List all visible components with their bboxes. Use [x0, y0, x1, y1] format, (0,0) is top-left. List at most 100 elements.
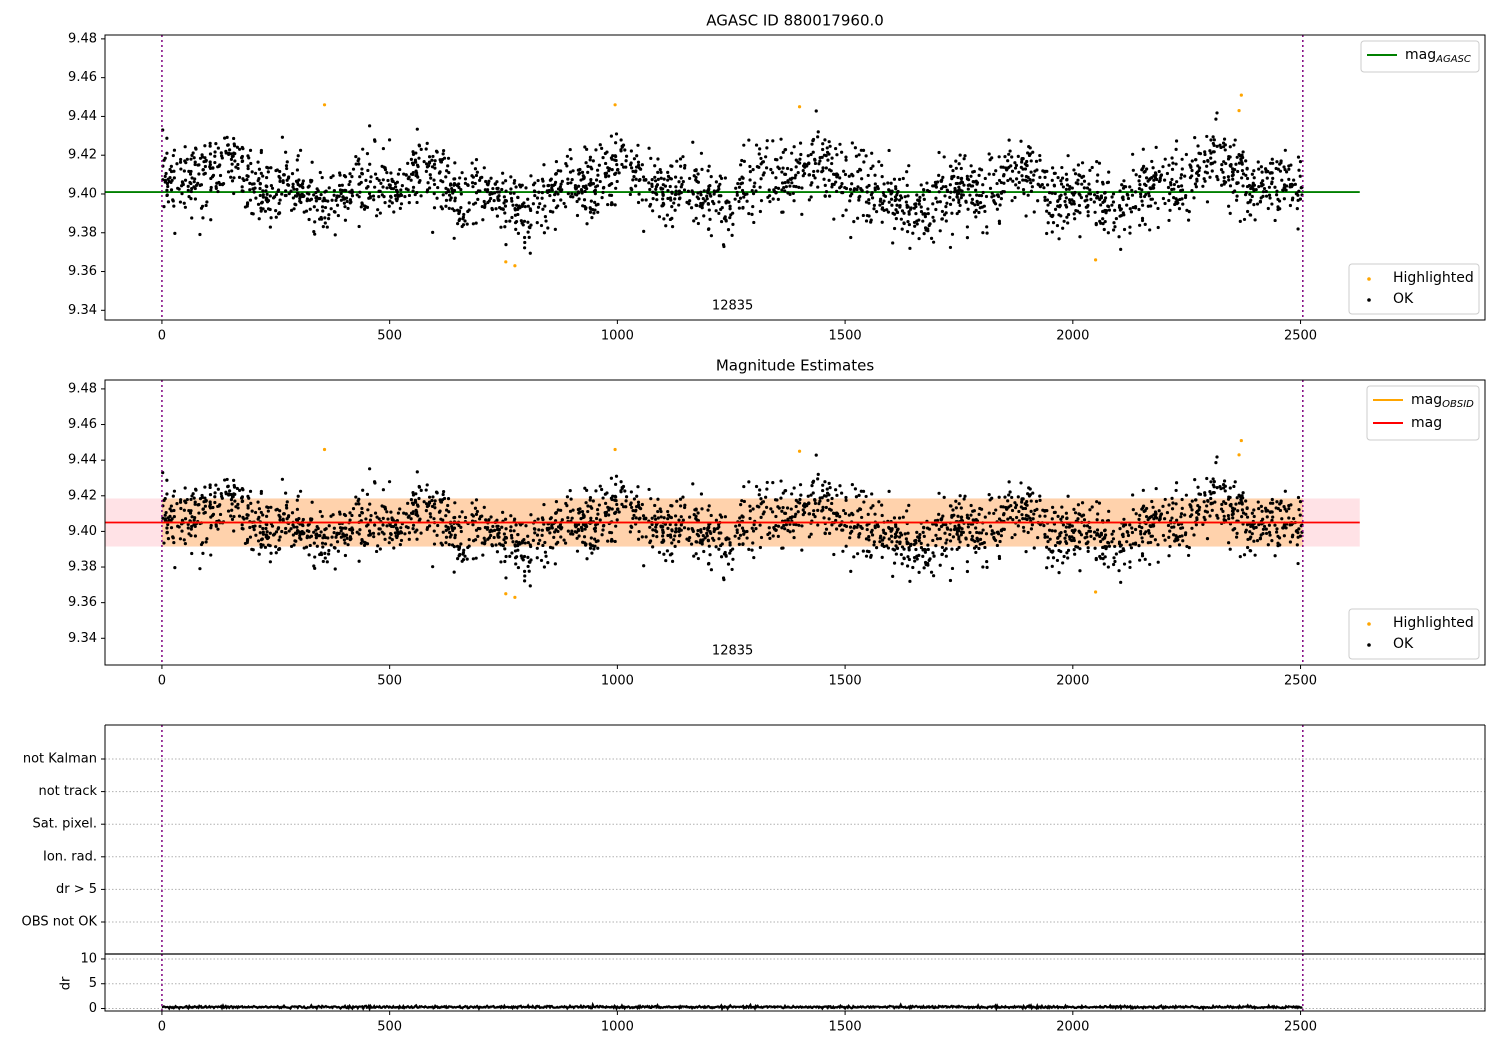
ok-point [526, 564, 530, 569]
ok-point [927, 527, 932, 531]
ok-point [1143, 557, 1147, 561]
ok-point [1222, 145, 1226, 149]
ok-point [402, 511, 406, 515]
ok-point [673, 530, 678, 534]
ok-point [1133, 205, 1138, 209]
ok-point [163, 513, 167, 517]
ok-point [473, 538, 478, 542]
ok-point [232, 529, 236, 533]
ok-point [1264, 194, 1269, 198]
ok-point [1122, 517, 1126, 521]
ok-point [983, 209, 987, 214]
ok-point [805, 504, 809, 508]
ok-point [1209, 151, 1213, 155]
ok-point [504, 576, 508, 580]
ok-point [536, 541, 541, 546]
ok-point [772, 188, 776, 192]
ok-point [620, 502, 624, 506]
ok-point [1064, 525, 1068, 529]
ok-point [1103, 533, 1108, 537]
ok-point [354, 154, 358, 159]
ok-point [362, 207, 367, 211]
ok-point [529, 223, 533, 227]
ok-point [377, 195, 381, 199]
ok-point [257, 217, 261, 221]
ok-point [1111, 537, 1116, 541]
ok-point [877, 500, 881, 504]
ok-point [298, 196, 302, 201]
ok-point [259, 148, 263, 153]
ok-point [553, 530, 557, 534]
ok-point [745, 199, 749, 203]
ok-point [254, 196, 258, 200]
ok-point [607, 183, 611, 188]
ok-point [501, 171, 505, 175]
ok-point [223, 136, 227, 140]
ok-point [518, 206, 522, 210]
ok-point [666, 196, 670, 201]
ok-point [758, 488, 762, 492]
ok-point [218, 182, 223, 186]
ok-point [213, 150, 217, 154]
ok-point [259, 209, 263, 213]
ok-point [679, 176, 683, 180]
ok-point [441, 152, 445, 156]
ok-point [229, 514, 233, 518]
ok-point [526, 220, 530, 224]
ok-point [624, 499, 628, 503]
ok-point [178, 160, 183, 164]
ok-point [1026, 151, 1030, 155]
ok-point [843, 172, 848, 177]
ok-point [682, 526, 687, 530]
ok-point [1006, 159, 1010, 163]
ok-point [723, 515, 727, 519]
ok-point [1226, 175, 1230, 179]
ok-point [604, 161, 608, 166]
ok-point [433, 499, 437, 503]
ok-point [357, 559, 361, 563]
ok-point [1163, 157, 1167, 161]
ok-point [186, 188, 190, 192]
ok-point [927, 558, 931, 562]
ok-point [261, 195, 265, 199]
ok-point [798, 161, 802, 165]
ok-point [208, 141, 212, 146]
ok-point [365, 186, 369, 190]
ok-point [1140, 168, 1144, 172]
ok-point [614, 132, 619, 136]
ok-point [1174, 200, 1178, 204]
ok-point [1029, 189, 1034, 193]
ok-point [811, 480, 815, 484]
ok-point [742, 484, 746, 489]
ok-point [504, 243, 508, 247]
ok-point [952, 513, 956, 517]
ok-point [301, 532, 305, 536]
ok-point [655, 183, 660, 187]
ok-point [232, 136, 236, 141]
ok-point [719, 531, 723, 535]
ok-point [1152, 183, 1156, 187]
ok-point [882, 182, 886, 186]
ok-point [520, 221, 524, 225]
ok-point [978, 537, 983, 541]
ok-point [1064, 172, 1068, 176]
ok-point [683, 166, 687, 170]
ok-point [992, 198, 996, 203]
ok-point [402, 172, 406, 176]
ok-point [1128, 543, 1132, 547]
ok-point [959, 506, 963, 510]
ok-point [948, 245, 953, 250]
ok-point [1006, 499, 1010, 503]
x-tick-label: 1000 [601, 329, 634, 344]
ok-point [540, 196, 544, 200]
ok-point [1251, 181, 1255, 185]
ok-point [747, 480, 751, 484]
ok-point [816, 185, 820, 189]
ok-point [670, 529, 674, 533]
panel-1-axes [104, 34, 1486, 321]
ok-point [482, 166, 486, 170]
ok-point [926, 229, 930, 233]
ok-point [1220, 163, 1224, 167]
ok-point [189, 157, 193, 161]
